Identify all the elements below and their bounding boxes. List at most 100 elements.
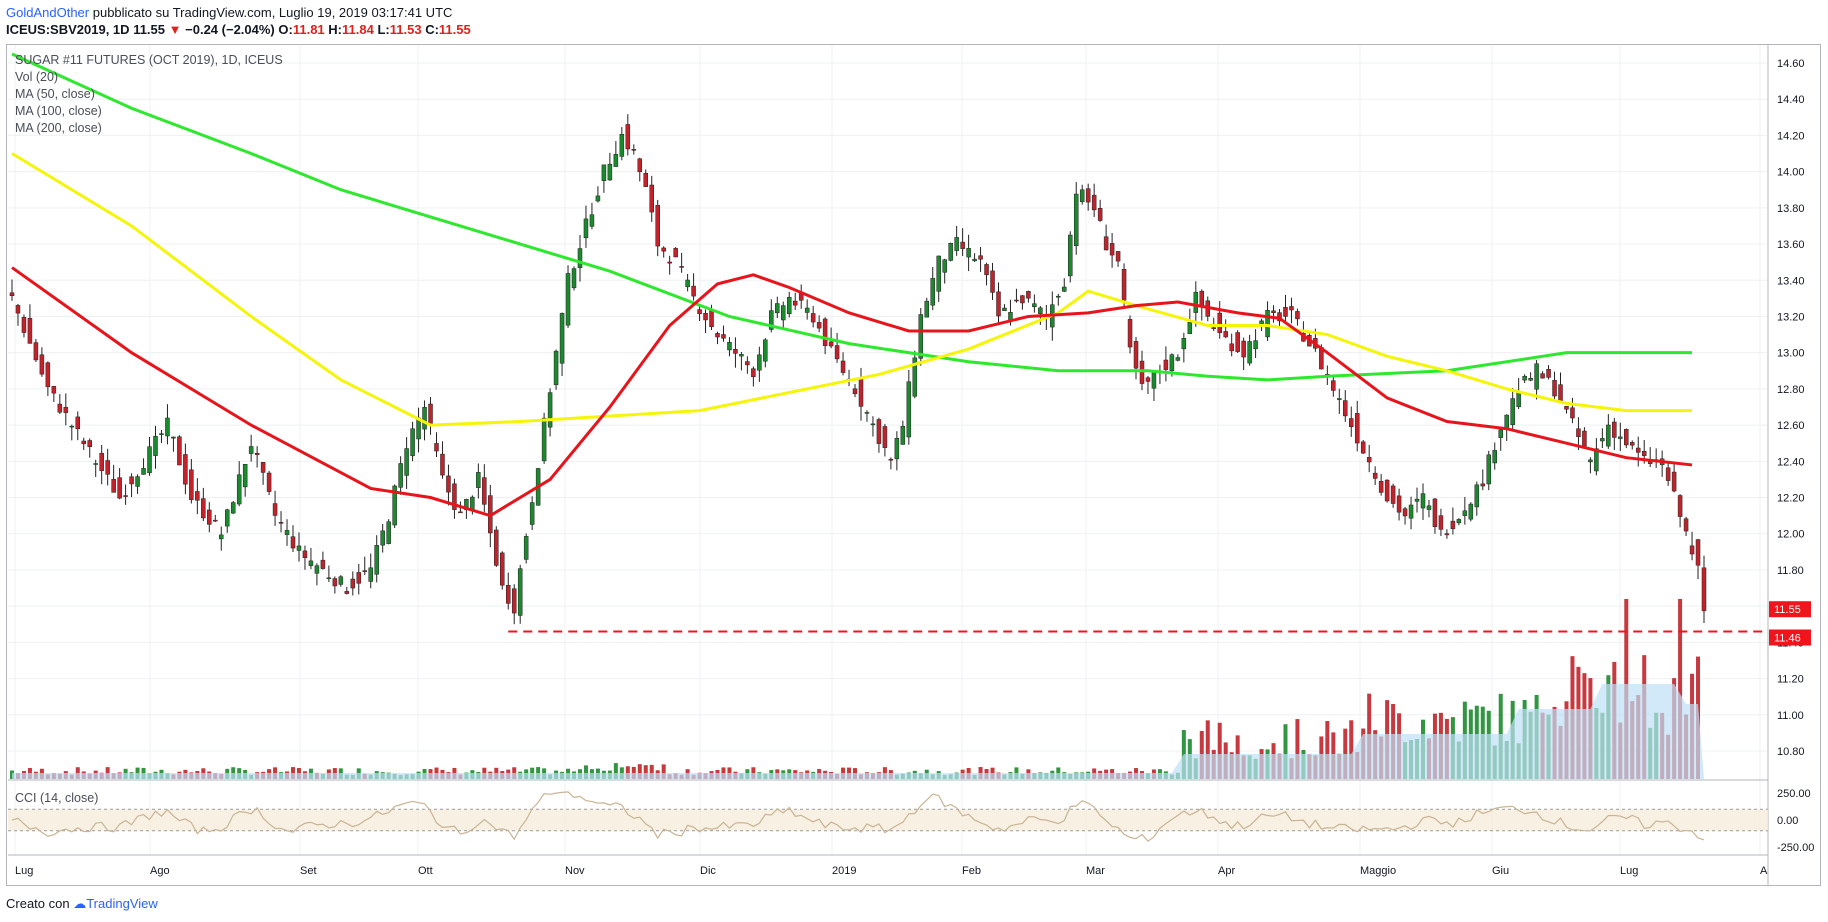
legend-cci: CCI (14, close) (15, 791, 99, 805)
candle-body (1079, 189, 1085, 202)
candle-body (1474, 484, 1480, 508)
candle-body (655, 205, 660, 247)
tradingview-logo-icon[interactable]: ☁ (73, 896, 87, 911)
candle-body (1450, 520, 1456, 530)
candle-body (1091, 194, 1097, 211)
candle-body (547, 392, 553, 428)
candle-body (1683, 518, 1689, 532)
candle-body (781, 305, 786, 321)
candle-body (207, 509, 212, 525)
legend-vol: Vol (20) (15, 70, 59, 84)
candle-body (1558, 384, 1563, 403)
candle-body (99, 452, 104, 471)
candle-body (757, 354, 762, 371)
chart-legend: SUGAR #11 FUTURES (OCT 2019), 1D, ICEUS … (15, 52, 283, 137)
candle-body (924, 300, 930, 318)
candle-body (1175, 357, 1181, 361)
candle-body (840, 360, 846, 373)
candle-body (804, 307, 810, 313)
candle-body (565, 273, 571, 326)
volume-bar (631, 766, 636, 779)
candle-body (368, 567, 373, 582)
candle-body (242, 464, 248, 488)
y-tick-label: 14.40 (1777, 94, 1805, 106)
candle-body (1402, 508, 1408, 517)
x-tick-label: Giu (1492, 865, 1509, 877)
candle-body (500, 552, 505, 586)
candle-body (1588, 459, 1593, 463)
candle-body (1468, 503, 1474, 520)
candle-body (1109, 243, 1115, 256)
candle-body (494, 529, 499, 566)
candle-body (1390, 485, 1396, 504)
candle-body (452, 483, 457, 510)
x-tick-label: Apr (1218, 865, 1235, 877)
volume-bar (1349, 720, 1354, 779)
candle-body (1265, 310, 1270, 338)
candle-body (739, 354, 744, 357)
x-tick-label: Feb (962, 865, 981, 877)
tradingview-link[interactable]: TradingView (86, 896, 158, 911)
candle-body (308, 560, 314, 566)
candle-body (858, 377, 864, 407)
candle-body (1671, 471, 1677, 492)
legend-ma200: MA (200, close) (15, 121, 102, 135)
symbol-label: ICEUS:SBV2019, 1D (6, 22, 130, 37)
high-label: H: (328, 22, 343, 37)
cci-tick-label: 250.00 (1777, 788, 1811, 800)
ma50-line (11, 266, 1693, 518)
candle-body (583, 218, 589, 239)
y-tick-label: 13.80 (1777, 203, 1805, 215)
candle-body (1570, 407, 1575, 419)
volume-bar (643, 765, 648, 779)
candle-body (1223, 331, 1228, 338)
candle-body (679, 266, 684, 268)
low-value: 11.53 (389, 22, 422, 37)
candle-body (1420, 493, 1426, 509)
candle-body (1432, 498, 1438, 528)
candle-body (1115, 251, 1121, 262)
candle-body (942, 259, 947, 273)
candle-body (1504, 414, 1509, 429)
candle-body (1002, 307, 1007, 311)
candle-body (1241, 340, 1246, 358)
candle-body (135, 476, 140, 487)
candle-body (529, 502, 535, 525)
down-arrow-icon: ▼ (168, 22, 182, 37)
candle-body (589, 214, 595, 227)
candle-body (1151, 371, 1157, 389)
candle-body (201, 498, 206, 519)
candle-body (1552, 380, 1557, 397)
candle-body (673, 248, 678, 258)
candle-body (1259, 320, 1264, 325)
candle-body (876, 419, 882, 444)
candle-body (362, 570, 367, 572)
candle-body (141, 468, 146, 475)
legend-ma100: MA (100, close) (15, 104, 102, 118)
candle-body (1163, 359, 1169, 370)
candle-body (1337, 398, 1342, 400)
candle-body (1073, 193, 1079, 247)
candle-body (57, 403, 63, 413)
candle-body (1139, 360, 1145, 384)
candle-body (284, 530, 290, 535)
x-tick-label: Dic (700, 865, 716, 877)
candle-body (769, 310, 774, 330)
candle-body (195, 491, 200, 501)
candle-body (1594, 448, 1599, 472)
candle-body (1396, 495, 1402, 513)
candle-body (505, 585, 511, 604)
cci-band (8, 809, 1768, 831)
y-tick-label: 12.00 (1777, 529, 1805, 541)
x-tick-label: Lug (1620, 865, 1638, 877)
candle-body (1510, 398, 1515, 426)
candle-body (1486, 454, 1492, 485)
candle-body (1606, 424, 1611, 447)
author-link[interactable]: GoldAndOther (6, 5, 90, 20)
candle-body (1438, 515, 1444, 530)
candle-body (870, 423, 876, 426)
candle-body (386, 521, 391, 544)
candle-body (15, 305, 21, 314)
candle-body (1498, 429, 1503, 438)
